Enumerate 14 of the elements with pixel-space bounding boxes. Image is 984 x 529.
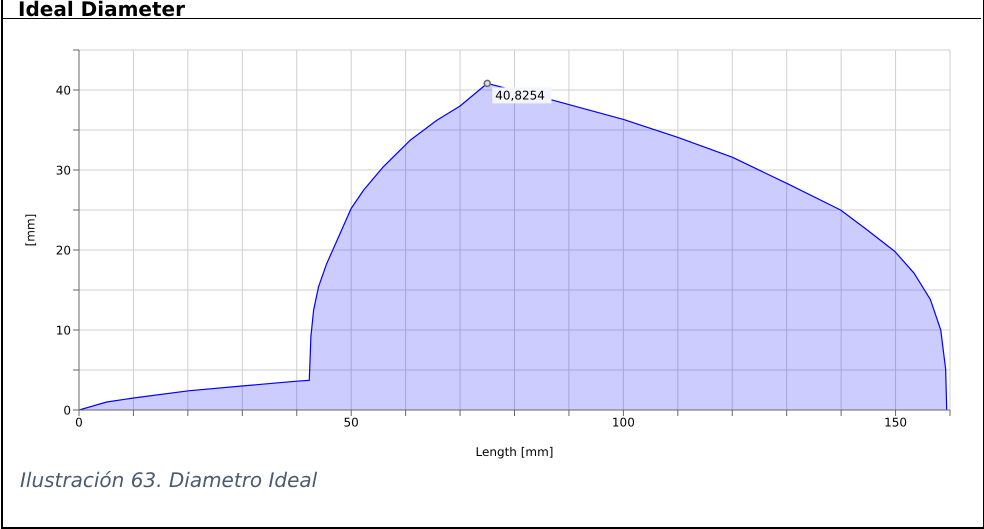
y-tick-label: 30 [56,163,71,178]
text: Ilustración 63. Diametro Ideal [20,468,318,492]
y-tick-label: 20 [56,243,71,258]
y-tick-label: 40 [56,83,71,98]
y-tick-label: 10 [56,323,71,338]
annotation: 40,8254 [495,88,545,102]
chart-title: Ideal Diameter [18,0,185,21]
y-axis-title: [mm] [23,214,38,246]
x-tick-label: 0 [75,416,83,430]
x-tick-label: 50 [344,416,359,430]
y-tick-label: 0 [63,403,71,418]
x-tick-label: 150 [884,416,908,430]
x-tick-label: 100 [612,416,635,430]
x-axis-title: Length [mm] [476,445,554,459]
